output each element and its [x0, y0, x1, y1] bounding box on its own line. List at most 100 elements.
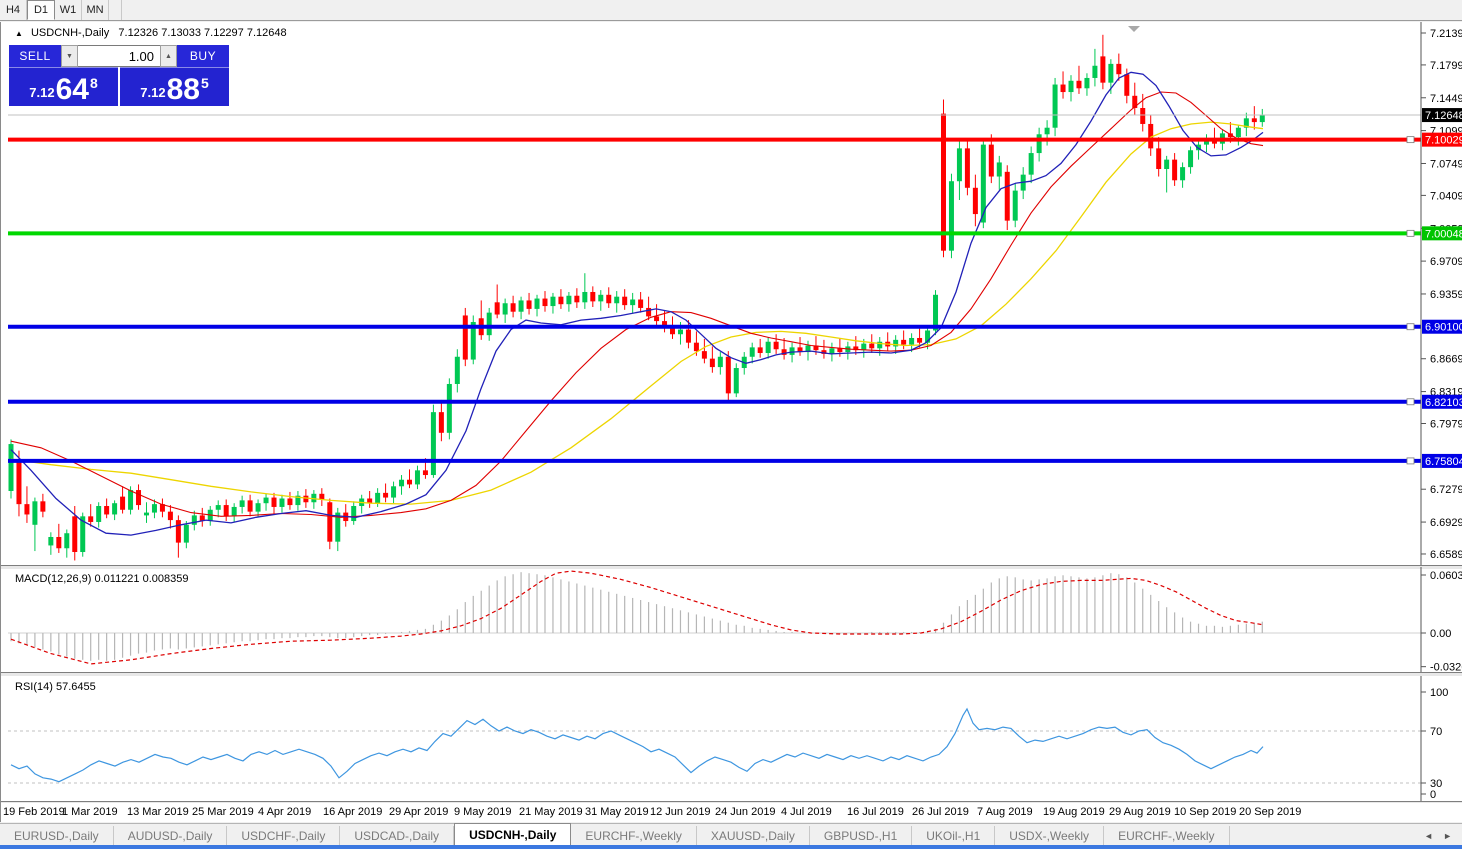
price-box-gap	[118, 67, 120, 106]
date-tick-label: 31 May 2019	[585, 806, 649, 818]
svg-text:6.86690: 6.86690	[1430, 354, 1462, 366]
svg-text:7.21390: 7.21390	[1430, 28, 1462, 40]
candles-group	[8, 34, 1265, 561]
buy-button[interactable]: BUY	[177, 45, 229, 67]
hline-handle	[1406, 398, 1415, 406]
svg-text:7.07490: 7.07490	[1430, 158, 1462, 170]
sell-button[interactable]: SELL	[9, 45, 61, 67]
buy-price-big: 88	[166, 73, 200, 106]
svg-text:6.90100: 6.90100	[1425, 322, 1462, 334]
chart-tab-ukoil-h1[interactable]: UKOil-,H1	[912, 826, 996, 846]
svg-text:7.04090: 7.04090	[1430, 190, 1462, 202]
volume-increase-button[interactable]: ▲	[160, 45, 177, 67]
date-tick-label: 1 Mar 2019	[62, 806, 118, 818]
date-tick-label: 19 Aug 2019	[1043, 806, 1105, 818]
timeframe-w1-button[interactable]: W1	[55, 0, 82, 20]
chart-tab-usdcnh-daily[interactable]: USDCNH-,Daily	[454, 823, 572, 846]
tab-scroll-right-icon[interactable]: ►	[1443, 831, 1452, 841]
svg-text:0.00: 0.00	[1430, 628, 1451, 640]
date-axis: 19 Feb 2019 1 Mar 2019 13 Mar 2019 25 Mar 2…	[1, 803, 1462, 822]
svg-text:7.17990: 7.17990	[1430, 60, 1462, 72]
sell-price-big: 64	[55, 73, 89, 106]
rsi-panel-divider[interactable]	[1, 672, 1462, 677]
buy-price-button[interactable]: 7.12 88 5	[120, 67, 229, 106]
timeframe-h4-button[interactable]: H4	[0, 0, 27, 20]
svg-text:6.65890: 6.65890	[1430, 549, 1462, 561]
main-chart-canvas[interactable]: 7.213907.179907.144907.109907.074907.040…	[1, 22, 1462, 565]
svg-text:6.69290: 6.69290	[1430, 517, 1462, 529]
date-tick-label: 29 Apr 2019	[389, 806, 449, 818]
price-axis: 7.213907.179907.144907.109907.074907.040…	[1420, 22, 1462, 565]
hline-handle	[1406, 136, 1415, 144]
symbol-title: USDCNH-,Daily	[30, 27, 110, 39]
sell-price-button[interactable]: 7.12 64 8	[9, 67, 118, 106]
date-tick-label: 12 Jun 2019	[650, 806, 711, 818]
macd-panel-divider[interactable]	[1, 565, 1462, 570]
svg-text:7.10029: 7.10029	[1425, 135, 1462, 147]
rsi-indicator-canvas[interactable]: 100 70 300	[1, 676, 1462, 801]
date-tick-label: 25 Mar 2019	[192, 806, 254, 818]
price-marker	[1422, 453, 1462, 468]
hline-handle	[1406, 323, 1415, 331]
taskbar-edge	[0, 845, 1462, 849]
chart-tab-usdchf-daily[interactable]: USDCHF-,Daily	[227, 826, 341, 846]
ohlc-values: 7.12326 7.13033 7.12297 7.12648	[118, 27, 287, 39]
date-tick-label: 16 Jul 2019	[847, 806, 904, 818]
tab-scroll-left-icon[interactable]: ◄	[1424, 831, 1434, 841]
svg-text:7.00048: 7.00048	[1425, 228, 1462, 240]
date-tick-label: 13 Mar 2019	[127, 806, 189, 818]
ma-slow-yellow	[10, 121, 1264, 505]
hline-handle	[1406, 457, 1415, 465]
price-marker	[1422, 394, 1462, 409]
price-marker	[1422, 319, 1462, 334]
date-tick-label: 26 Jul 2019	[912, 806, 969, 818]
date-tick-label: 9 May 2019	[454, 806, 512, 818]
date-tick-label: 4 Apr 2019	[258, 806, 312, 818]
rsi-indicator-label: RSI(14) 57.6455	[15, 681, 96, 693]
hline-handle	[1406, 229, 1415, 237]
svg-text:6.75804: 6.75804	[1425, 456, 1462, 468]
timeframe-mn-button[interactable]: MN	[82, 0, 109, 20]
timeframe-d1-button[interactable]: D1	[27, 0, 55, 20]
chart-tab-eurchf-weekly[interactable]: EURCHF-,Weekly	[1104, 826, 1230, 846]
moving-averages-group	[10, 71, 1264, 536]
chart-tab-gbpusd-h1[interactable]: GBPUSD-,H1	[810, 826, 913, 846]
date-tick-label: 7 Aug 2019	[977, 806, 1033, 818]
svg-text:6.79790: 6.79790	[1430, 419, 1462, 431]
symbol-ohlc-readout: ▲ USDCNH-,Daily 7.12326 7.13033 7.12297 …	[15, 27, 287, 39]
macd-indicator-canvas[interactable]: 0.060317 0.00 -0.032648	[1, 567, 1462, 672]
price-marker	[1422, 132, 1462, 147]
sell-price-sup: 8	[89, 75, 98, 91]
svg-text:6.72790: 6.72790	[1430, 484, 1462, 496]
spin-up-icon: ▲	[165, 52, 172, 60]
svg-text:7.14490: 7.14490	[1430, 93, 1462, 105]
price-marker	[1422, 108, 1462, 123]
macd-histogram	[10, 572, 1263, 661]
one-click-trading-panel: SELL ▼ ▲ BUY 7.12 64 8 7.12 88 5	[9, 45, 229, 106]
svg-text:6.93590: 6.93590	[1430, 289, 1462, 301]
svg-text:0.060317: 0.060317	[1430, 570, 1462, 582]
chart-shift-marker-icon	[1128, 26, 1140, 32]
chart-tab-audusd-daily[interactable]: AUDUSD-,Daily	[114, 826, 228, 846]
date-tick-label: 19 Feb 2019	[3, 806, 65, 818]
svg-text:70: 70	[1430, 726, 1442, 738]
svg-text:6.97090: 6.97090	[1430, 256, 1462, 268]
collapse-quote-icon[interactable]: ▲	[15, 29, 23, 38]
macd-signal-line	[10, 570, 1264, 665]
svg-text:100: 100	[1430, 687, 1448, 699]
horizontal-lines-group[interactable]	[8, 114, 1421, 465]
date-tick-label: 10 Sep 2019	[1174, 806, 1237, 818]
volume-decrease-button[interactable]: ▼	[61, 45, 78, 67]
buy-price-sup: 5	[200, 75, 209, 91]
chart-tab-eurusd-daily[interactable]: EURUSD-,Daily	[0, 826, 114, 846]
rsi-line	[10, 707, 1264, 783]
tab-scroll-buttons: ◄ ►	[1414, 826, 1462, 846]
chart-tab-usdx-weekly[interactable]: USDX-,Weekly	[995, 826, 1105, 846]
date-tick-label: 20 Sep 2019	[1239, 806, 1302, 818]
volume-input[interactable]	[78, 45, 160, 67]
chart-tab-xauusd-daily[interactable]: XAUUSD-,Daily	[697, 826, 810, 846]
chart-tab-usdcad-daily[interactable]: USDCAD-,Daily	[340, 826, 455, 846]
chart-tab-eurchf-weekly[interactable]: EURCHF-,Weekly	[571, 826, 697, 846]
svg-text:-0.032648: -0.032648	[1430, 662, 1462, 672]
